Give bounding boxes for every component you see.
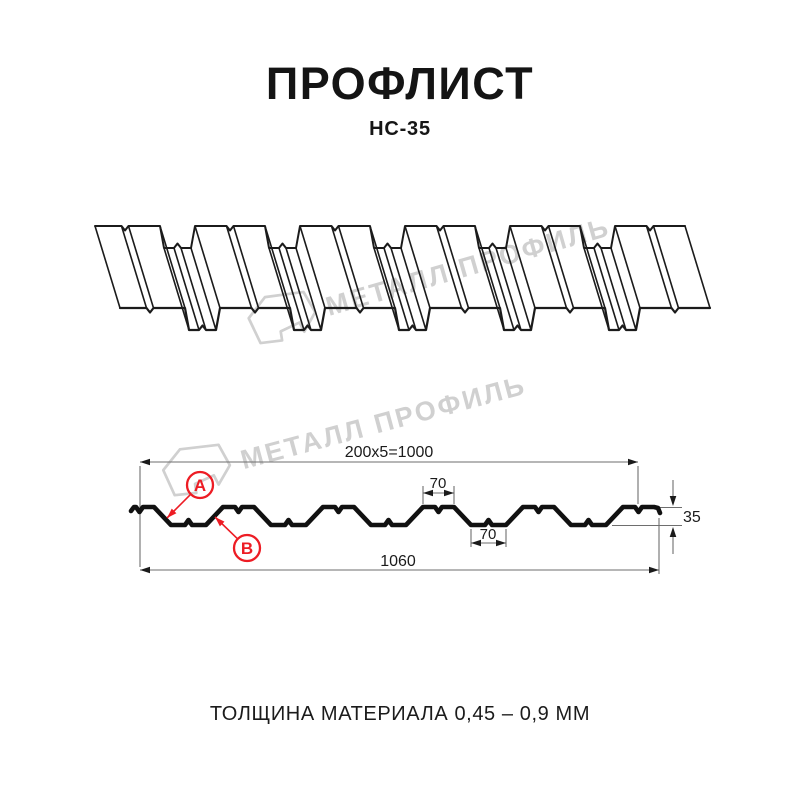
product-code: НС-35 [369,118,431,140]
svg-text:В: В [241,539,253,558]
profile-section-drawing: 200x5=1000 70 70 35 1060 А В [128,444,701,574]
extruded-bend-lines [94,225,711,331]
callout-b: В [214,516,262,563]
dimension-labels: 200x5=1000 70 70 35 1060 [345,444,701,570]
svg-text:35: 35 [683,509,701,526]
profile-outline [128,504,663,528]
back-edge-profile [94,225,686,249]
callout-a: А [166,470,215,519]
front-edge-profile [118,306,712,332]
dimension-lines [140,458,677,574]
extension-lines [139,466,682,574]
svg-text:70: 70 [480,526,497,543]
svg-text:А: А [194,476,206,495]
svg-text:70: 70 [430,475,447,492]
svg-text:1060: 1060 [380,553,416,570]
svg-text:200x5=1000: 200x5=1000 [345,444,434,461]
page-title: ПРОФЛИСТ [265,58,535,109]
material-thickness-note: ТОЛЩИНА МАТЕРИАЛА 0,45 – 0,9 ММ [209,703,591,725]
sheet-3d [94,225,712,332]
profiled-sheet-3d-view [94,225,712,332]
